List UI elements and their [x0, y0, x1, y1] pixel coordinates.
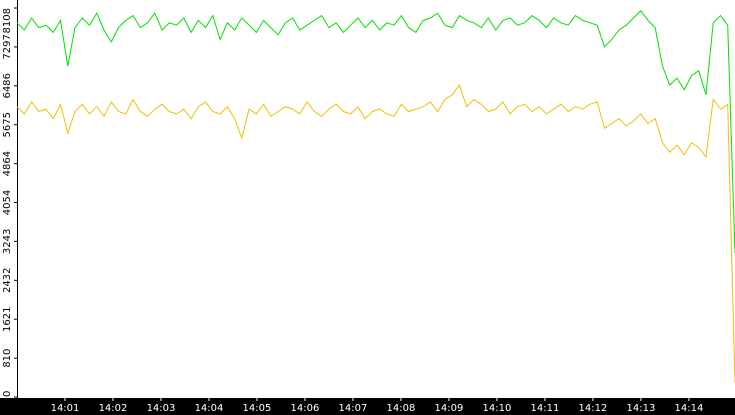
y-tick-label: 0 [2, 391, 13, 397]
series-line [16, 84, 735, 383]
x-tick-label: 14:07 [339, 403, 368, 414]
x-tick-label: 14:05 [243, 403, 272, 414]
y-tick-label: 4864 [2, 151, 13, 176]
x-tick-label: 14:01 [51, 403, 80, 414]
x-axis-band [0, 398, 735, 415]
y-tick-label: 4054 [2, 190, 13, 215]
y-tick-label: 5675 [2, 112, 13, 137]
x-tick-label: 14:06 [291, 403, 320, 414]
y-tick-label: 3243 [2, 229, 13, 254]
y-tick-label: 1621 [2, 307, 13, 332]
x-tick-label: 14:12 [579, 403, 608, 414]
y-tick-label: 8108 [2, 8, 13, 33]
x-tick-label: 14:08 [387, 403, 416, 414]
y-tick-label: 6486 [2, 73, 13, 98]
x-tick-label: 14:04 [195, 403, 224, 414]
series-line [16, 10, 735, 254]
x-tick-label: 14:02 [99, 403, 128, 414]
x-tick-label: 14:10 [483, 403, 512, 414]
y-tick-label: 2432 [2, 268, 13, 293]
x-tick-label: 14:09 [435, 403, 464, 414]
x-tick-label: 14:11 [531, 403, 560, 414]
y-tick-label: 7297 [2, 34, 13, 59]
y-tick-label: 810 [2, 349, 13, 368]
x-tick-label: 14:13 [627, 403, 656, 414]
x-tick-label: 14:14 [675, 403, 704, 414]
x-tick-label: 14:03 [147, 403, 176, 414]
